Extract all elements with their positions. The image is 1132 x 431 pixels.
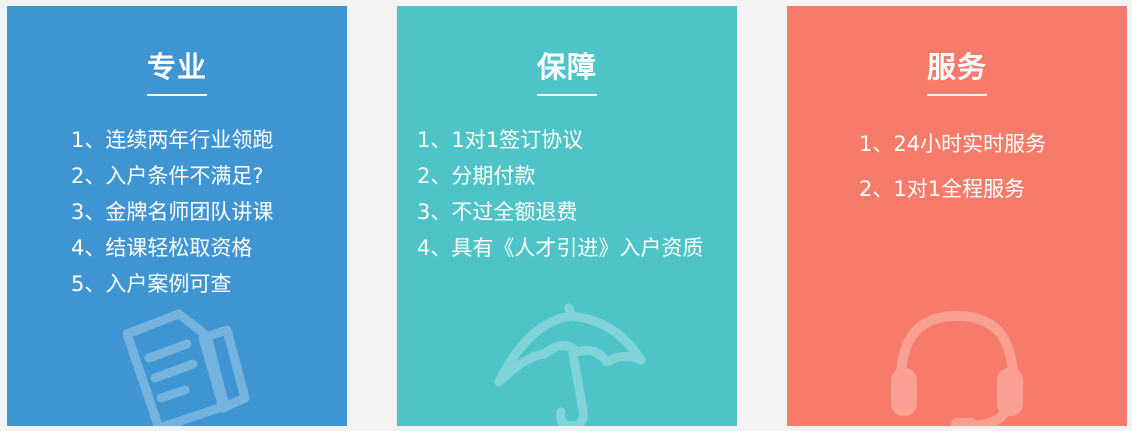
list-item: 1、连续两年行业领跑 [71,128,274,152]
title-divider [537,94,597,96]
list-item: 2、入户条件不满足? [71,164,264,188]
card-guarantee: 保障 1、1对1签订协议 2、分期付款 3、不过全额退费 4、具有《人才引进》入… [397,6,737,426]
card-title: 保障 [536,50,597,84]
list-item: 4、具有《人才引进》入户资质 [417,236,704,260]
feature-list: 1、1对1签订协议 2、分期付款 3、不过全额退费 4、具有《人才引进》入户资质 [417,122,703,266]
feature-list: 1、连续两年行业领跑 2、入户条件不满足? 3、金牌名师团队讲课 4、结课轻松取… [71,122,273,302]
title-divider [147,94,207,96]
list-item: 2、1对1全程服务 [859,177,1026,201]
list-item: 2、分期付款 [417,164,536,188]
list-item: 1、1对1签订协议 [417,128,584,152]
list-item: 1、24小时实时服务 [859,132,1047,156]
list-item: 4、结课轻松取资格 [71,236,253,260]
card-title: 专业 [146,50,207,84]
document-pencil-icon [122,309,250,426]
list-item: 3、不过全额退费 [417,200,578,224]
card-service: 服务 1、24小时实时服务 2、1对1全程服务 [787,6,1127,426]
list-item: 3、金牌名师团队讲课 [71,200,274,224]
umbrella-icon [494,303,646,426]
card-professional: 专业 1、连续两年行业领跑 2、入户条件不满足? 3、金牌名师团队讲课 4、结课… [7,6,347,426]
headset-icon [891,311,1023,426]
feature-list: 1、24小时实时服务 2、1对1全程服务 [859,122,1046,212]
title-divider [927,94,987,96]
list-item: 5、入户案例可查 [71,272,232,296]
card-title: 服务 [926,50,987,84]
